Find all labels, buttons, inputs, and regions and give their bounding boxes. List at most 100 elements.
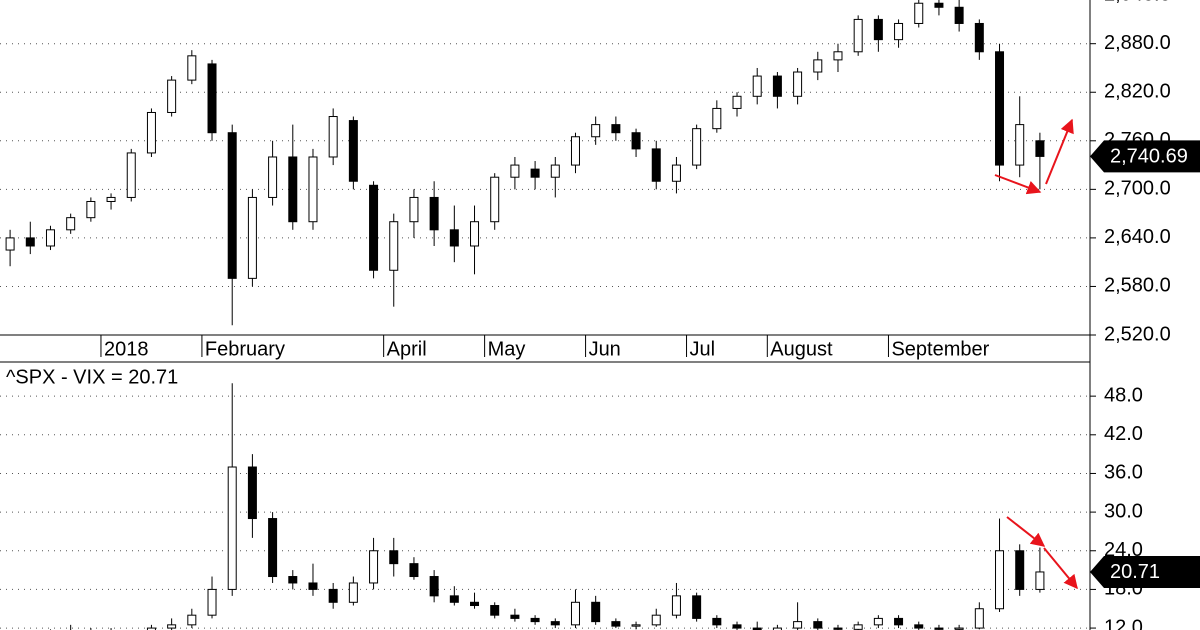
candle-body	[45, 229, 55, 247]
candle-body	[934, 627, 944, 630]
candle-body	[247, 466, 257, 520]
candle-body	[268, 156, 278, 198]
candle-body	[389, 550, 399, 565]
y-tick-label: 2,820.0	[1104, 81, 1171, 103]
y-tick-label: 48.0	[1104, 384, 1143, 406]
candle-body	[348, 582, 358, 603]
candle-body	[611, 124, 621, 134]
candle-body	[429, 576, 439, 597]
candle-body	[995, 51, 1005, 166]
candle-body	[611, 621, 621, 627]
candle-body	[894, 22, 904, 41]
candle-body	[954, 6, 964, 24]
y-tick-label: 2,880.0	[1104, 32, 1171, 54]
candle-body	[510, 614, 520, 619]
candle-body	[5, 237, 15, 251]
candle-body	[1035, 571, 1045, 590]
x-tick-label: Jul	[690, 338, 716, 360]
candle-body	[369, 550, 379, 584]
x-tick-label: Jun	[589, 338, 621, 360]
axes	[0, 0, 1091, 630]
y-tick-label: 36.0	[1104, 462, 1143, 484]
candle-body	[530, 168, 540, 178]
y-tick-label: 2,580.0	[1104, 275, 1171, 297]
candle-body	[328, 588, 338, 603]
candle-body	[288, 156, 298, 223]
candle-body	[146, 111, 156, 154]
candle-body	[914, 624, 924, 629]
candle-body	[308, 582, 318, 590]
price-panel	[0, 0, 1090, 335]
candle-body	[167, 624, 177, 629]
candle-body	[66, 217, 76, 231]
candle-body	[752, 75, 762, 97]
panel-title: ^SPX - VIX = 20.71	[6, 366, 178, 388]
arrow	[1006, 516, 1046, 547]
candle-body	[288, 576, 298, 584]
candle-body	[954, 627, 964, 630]
candle-body	[1035, 140, 1045, 157]
candle-body	[813, 621, 823, 629]
y-tick-label: 2,520.0	[1104, 323, 1171, 345]
candle-body	[348, 120, 358, 182]
candle-body	[732, 624, 742, 629]
candle-body	[247, 196, 257, 279]
candle-body	[328, 116, 338, 158]
candle-body	[833, 627, 843, 630]
candle-body	[570, 601, 580, 626]
candle-body	[530, 617, 540, 623]
candle-body	[651, 614, 661, 626]
candle-body	[671, 595, 681, 616]
candle-body	[187, 55, 197, 81]
candle-body	[873, 18, 883, 41]
candle-body	[631, 624, 641, 627]
candle-body	[974, 608, 984, 629]
candle-body	[167, 79, 177, 113]
candle-body	[146, 627, 156, 630]
y-tick-label: 2,940.0	[1104, 0, 1171, 5]
candle-body	[490, 605, 500, 616]
candle-body	[853, 18, 863, 53]
candle-body	[651, 148, 661, 182]
candle-body	[126, 152, 136, 198]
candle-body	[389, 221, 399, 271]
candle-body	[793, 621, 803, 629]
candle-body	[692, 595, 702, 619]
last-price-label: 20.71	[1110, 561, 1160, 583]
annotations	[994, 118, 1078, 590]
candle-body	[490, 176, 500, 223]
x-tick-label: 2018	[104, 338, 149, 360]
y-tick-label: 24.0	[1104, 539, 1143, 561]
candle-body	[934, 2, 944, 8]
arrow	[1043, 547, 1078, 590]
y-tick-label: 12.0	[1104, 616, 1143, 630]
candle-body	[449, 229, 459, 247]
candle-body	[692, 128, 702, 166]
x-tick-label: February	[205, 338, 285, 360]
candle-body	[793, 71, 803, 97]
last-price-label: 2,740.69	[1110, 146, 1188, 168]
y-tick-label: 2,700.0	[1104, 178, 1171, 200]
candle-body	[813, 59, 823, 73]
candle-body	[86, 200, 96, 219]
candle-body	[409, 196, 419, 223]
candle-body	[550, 621, 560, 626]
y-tick-label: 42.0	[1104, 423, 1143, 445]
candle-body	[470, 221, 480, 247]
arrow	[994, 174, 1042, 195]
candle-body	[409, 563, 419, 578]
candle-body	[894, 617, 904, 626]
candle-body	[1015, 124, 1025, 166]
candle-body	[833, 51, 843, 61]
candle-body	[470, 601, 480, 607]
last-price-marker	[1090, 140, 1200, 173]
candle-body	[268, 518, 278, 578]
y-tick-label: 2,640.0	[1104, 226, 1171, 248]
candle-body	[591, 601, 601, 623]
candle-body	[671, 164, 681, 182]
candle-body	[712, 107, 722, 130]
candle-body	[570, 136, 580, 166]
candle-body	[550, 164, 560, 178]
candle-body	[187, 614, 197, 626]
